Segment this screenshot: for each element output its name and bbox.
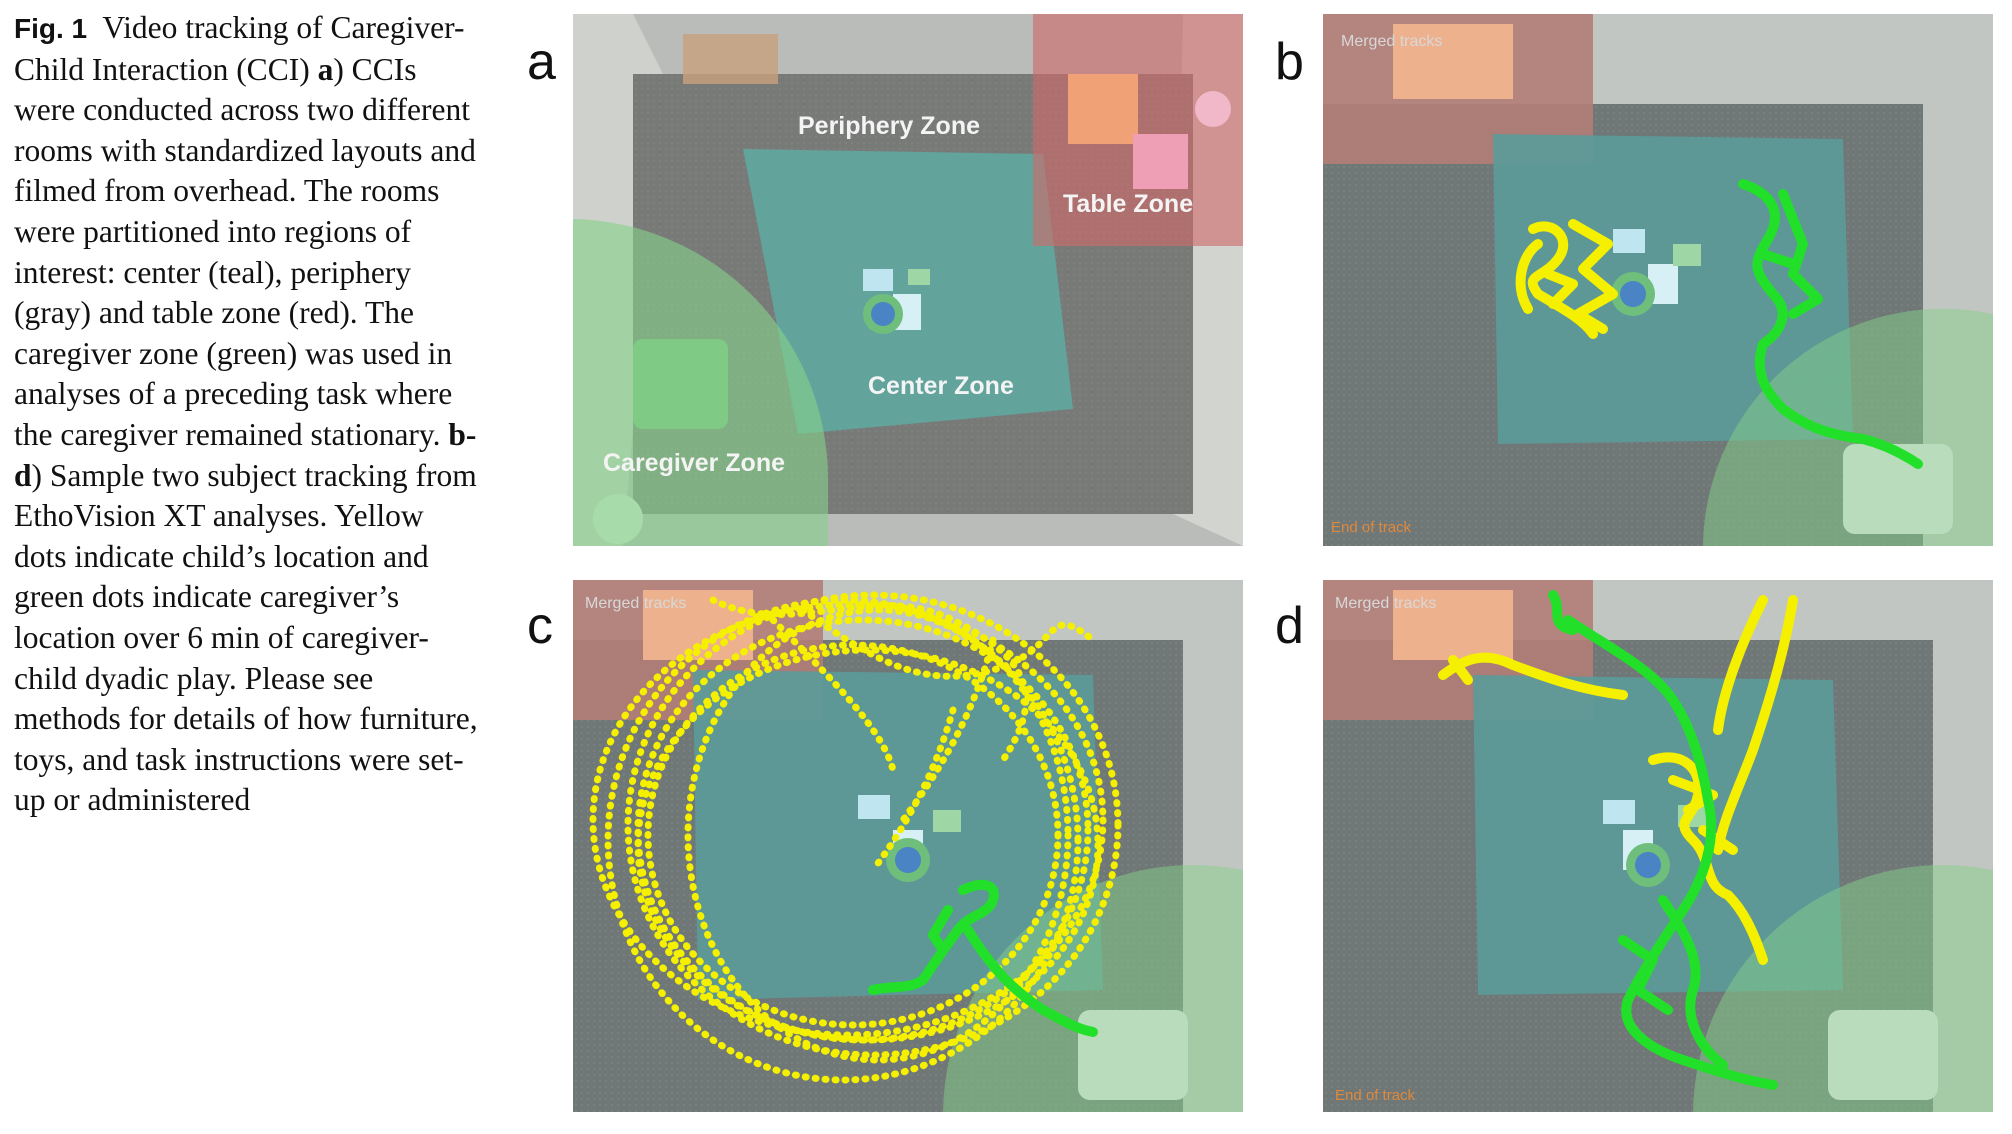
caregiver-zone-label: Caregiver Zone bbox=[603, 449, 785, 477]
toys-icon bbox=[1603, 800, 1706, 887]
merged-tracks-label: Merged tracks bbox=[1335, 595, 1436, 612]
caregiver-track bbox=[868, 879, 1098, 1037]
panel-c-image: Merged tracks bbox=[573, 580, 1243, 1112]
caregiver-chair-icon bbox=[633, 339, 728, 429]
panel-label-c: c bbox=[527, 597, 553, 655]
panel-ref-a: a bbox=[317, 51, 334, 87]
panel-a-image: Periphery Zone Table Zone Center Zone Ca… bbox=[573, 14, 1243, 546]
caption-bd-text: ) Sample two subject tracking from EthoV… bbox=[14, 457, 478, 818]
end-of-track-label: End of track bbox=[1335, 1087, 1416, 1104]
figure-caption: Fig. 1 Video tracking of Caregiver-Child… bbox=[14, 8, 484, 821]
panel-ref-b-d: b-d bbox=[14, 416, 477, 493]
child-track bbox=[1438, 595, 1798, 965]
caregiver-track bbox=[1738, 179, 1923, 469]
figure-number: Fig. 1 bbox=[14, 13, 88, 44]
caption-a-text: ) CCIs were conducted across two differe… bbox=[14, 51, 476, 452]
merged-tracks-label: Merged tracks bbox=[1341, 33, 1442, 50]
center-zone-label: Center Zone bbox=[868, 372, 1014, 400]
table-zone-label: Table Zone bbox=[1063, 190, 1193, 218]
chair-icon bbox=[1133, 134, 1188, 189]
panel-label-b: b bbox=[1275, 33, 1304, 91]
end-of-track-label: End of track bbox=[1331, 519, 1412, 536]
merged-tracks-label: Merged tracks bbox=[585, 595, 686, 612]
caregiver-track bbox=[1548, 590, 1778, 1090]
center-zone bbox=[743, 149, 1073, 434]
child-track bbox=[1515, 219, 1618, 339]
panel-b-image: Merged tracks End of track bbox=[1323, 14, 1993, 546]
child-track bbox=[589, 591, 1122, 1084]
table-icon bbox=[1068, 74, 1138, 144]
periphery-zone-label: Periphery Zone bbox=[798, 112, 980, 140]
toys-icon bbox=[858, 795, 961, 882]
panel-d-image: Merged tracks End of track bbox=[1323, 580, 1993, 1112]
panel-label-d: d bbox=[1275, 597, 1304, 655]
toys-icon bbox=[1611, 229, 1701, 316]
toys-icon bbox=[863, 269, 930, 334]
panel-label-a: a bbox=[527, 33, 556, 91]
figure-title: Video tracking of Caregiver-Child Intera… bbox=[14, 10, 465, 87]
